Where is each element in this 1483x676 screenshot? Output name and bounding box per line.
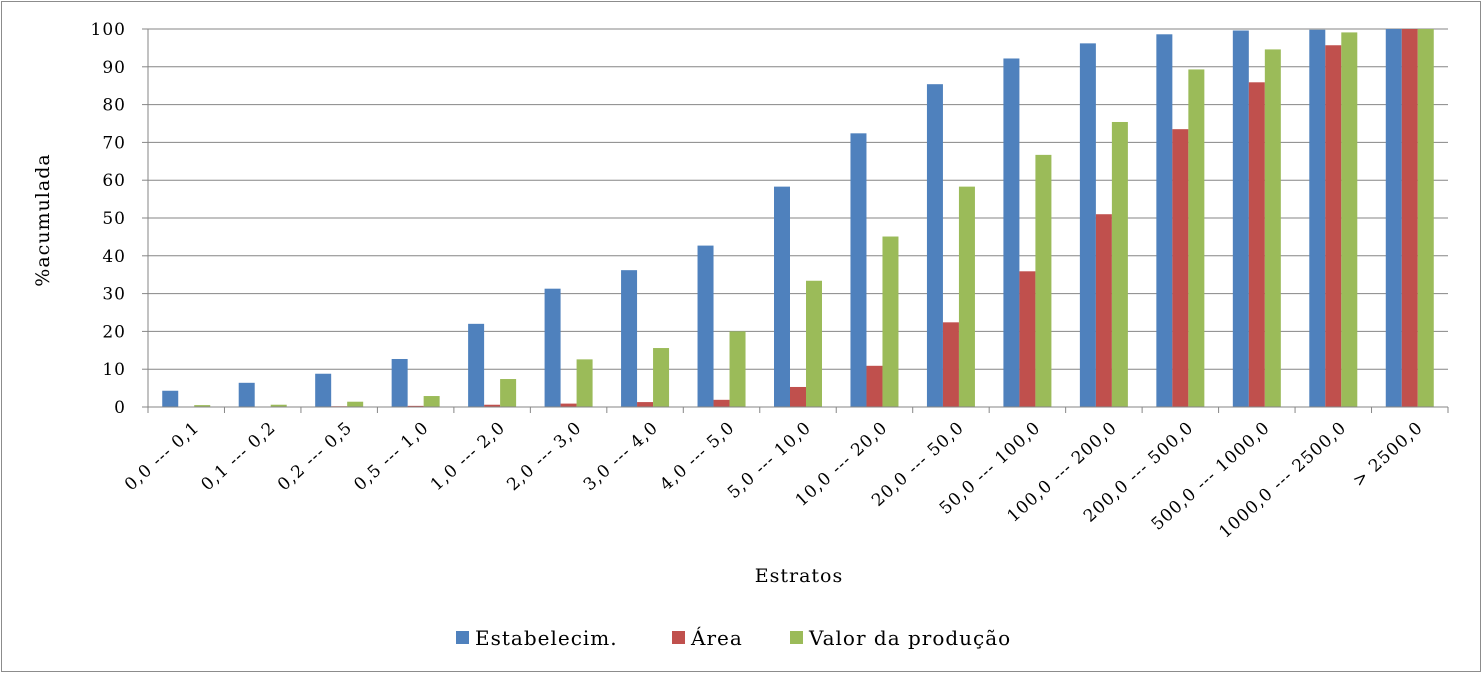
bar	[714, 400, 730, 407]
legend: Estabelecim. Área Valor da produção	[456, 626, 1011, 650]
y-tick-label: 30	[102, 285, 126, 305]
bar	[1156, 34, 1172, 407]
bar	[500, 379, 516, 407]
bar	[239, 383, 255, 407]
x-tick-label: 2,0 --- 3,0	[503, 418, 586, 495]
bar	[1172, 129, 1188, 407]
bar	[806, 281, 822, 407]
x-tick-label: > 2500,0	[1349, 418, 1427, 491]
bar	[424, 396, 440, 407]
y-axis-title: %acumulada	[32, 153, 54, 286]
bar	[1019, 271, 1035, 407]
bar	[347, 402, 363, 407]
bar	[774, 187, 790, 407]
bar	[1096, 214, 1112, 407]
x-tick-label: 0,0 --- 0,1	[121, 418, 204, 495]
bar	[730, 331, 746, 407]
bar	[1341, 32, 1357, 407]
legend-swatch	[672, 631, 685, 644]
bar	[392, 359, 408, 407]
bar	[621, 270, 637, 407]
x-tick-label: 1,0 --- 2,0	[427, 418, 510, 495]
bar	[927, 84, 943, 407]
bar	[790, 387, 806, 407]
bar	[637, 402, 653, 407]
bar	[866, 366, 882, 407]
bar	[882, 237, 898, 407]
x-tick-label: 1000,0 --- 2500,0	[1215, 418, 1350, 543]
bar	[561, 404, 577, 407]
bar	[698, 246, 714, 407]
y-tick-label: 80	[102, 96, 126, 116]
y-tick-label: 90	[102, 58, 126, 78]
bar	[1035, 155, 1051, 407]
bar	[162, 391, 178, 407]
y-tick-label: 60	[102, 171, 126, 191]
bar	[1386, 29, 1402, 407]
bar	[577, 359, 593, 407]
bar	[545, 289, 561, 407]
x-axis-title: Estratos	[755, 565, 844, 587]
x-tick-label: 0,2 --- 0,5	[274, 418, 357, 495]
bar	[653, 348, 669, 407]
bar	[1249, 82, 1265, 407]
bar	[1080, 43, 1096, 407]
y-tick-labels: 0 10 20 30 40 50 60 70 80 90 100	[91, 20, 126, 418]
y-tick-label: 20	[102, 322, 126, 342]
bar	[468, 324, 484, 407]
bar	[315, 374, 331, 407]
bar	[1309, 30, 1325, 407]
bar	[1418, 29, 1434, 407]
y-tick-label: 70	[102, 133, 126, 153]
y-tick-label: 50	[102, 209, 126, 229]
bar	[1112, 122, 1128, 407]
legend-swatch	[456, 631, 469, 644]
bar	[1265, 49, 1281, 407]
x-tick-label: 0,1 --- 0,2	[197, 418, 280, 495]
legend-label: Área	[690, 626, 743, 650]
bar	[1188, 69, 1204, 407]
bar	[850, 133, 866, 407]
y-tick-label: 100	[91, 20, 126, 40]
legend-swatch	[790, 631, 803, 644]
legend-label: Estabelecim.	[475, 626, 618, 650]
x-tick-label: 4,0 --- 5,0	[656, 418, 739, 495]
x-tick-labels: 0,0 --- 0,10,1 --- 0,20,2 --- 0,50,5 ---…	[121, 418, 1427, 543]
y-tick-label: 10	[102, 360, 126, 380]
bar	[1402, 29, 1418, 407]
bar	[1233, 31, 1249, 407]
bar	[943, 322, 959, 407]
bar	[1325, 45, 1341, 407]
bar	[1003, 58, 1019, 407]
y-tick-label: 40	[102, 247, 126, 267]
bar	[959, 187, 975, 407]
y-tick-label: 0	[114, 398, 126, 418]
x-tick-label: 0,5 --- 1,0	[350, 418, 433, 495]
legend-label: Valor da produção	[808, 626, 1011, 650]
x-tick-label: 3,0 --- 4,0	[580, 418, 663, 495]
